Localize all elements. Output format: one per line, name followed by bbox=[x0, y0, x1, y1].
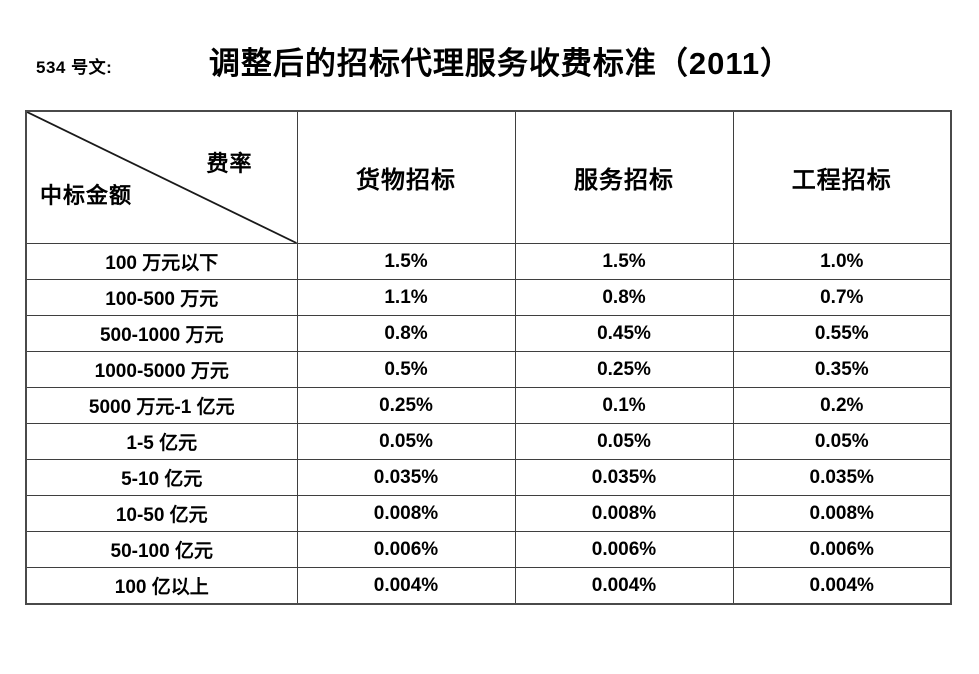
fee-cell: 0.7% bbox=[732, 279, 952, 316]
fee-cell: 1.0% bbox=[732, 243, 952, 280]
fee-cell: 0.006% bbox=[514, 531, 734, 568]
fee-cell: 0.5% bbox=[296, 351, 516, 388]
fee-cell: 1.5% bbox=[296, 243, 516, 280]
table-row: 100-500 万元 1.1% 0.8% 0.7% bbox=[25, 279, 952, 316]
table-row: 100 万元以下 1.5% 1.5% 1.0% bbox=[25, 243, 952, 280]
fee-cell: 0.004% bbox=[514, 567, 734, 605]
fee-cell: 0.8% bbox=[514, 279, 734, 316]
table-row: 1000-5000 万元 0.5% 0.25% 0.35% bbox=[25, 351, 952, 388]
table-row: 50-100 亿元 0.006% 0.006% 0.006% bbox=[25, 531, 952, 568]
diagonal-divider-line bbox=[27, 112, 296, 243]
fee-cell: 0.05% bbox=[732, 423, 952, 460]
fee-cell: 0.008% bbox=[514, 495, 734, 532]
fee-cell: 0.004% bbox=[296, 567, 516, 605]
fee-cell: 0.006% bbox=[296, 531, 516, 568]
row-label: 100 万元以下 bbox=[25, 243, 298, 280]
fee-cell: 0.2% bbox=[732, 387, 952, 424]
fee-cell: 0.008% bbox=[732, 495, 952, 532]
row-label: 10-50 亿元 bbox=[25, 495, 298, 532]
row-label: 100-500 万元 bbox=[25, 279, 298, 316]
doc-number-label: 534 号文: bbox=[36, 58, 113, 77]
row-label: 5000 万元-1 亿元 bbox=[25, 387, 298, 424]
table-row: 1-5 亿元 0.05% 0.05% 0.05% bbox=[25, 423, 952, 460]
fee-cell: 0.45% bbox=[514, 315, 734, 352]
fee-cell: 0.05% bbox=[296, 423, 516, 460]
fee-cell: 0.1% bbox=[514, 387, 734, 424]
column-header-goods-bidding: 货物招标 bbox=[296, 110, 516, 244]
fee-cell: 1.1% bbox=[296, 279, 516, 316]
row-label: 500-1000 万元 bbox=[25, 315, 298, 352]
fee-cell: 0.008% bbox=[296, 495, 516, 532]
row-label: 1-5 亿元 bbox=[25, 423, 298, 460]
row-label: 5-10 亿元 bbox=[25, 459, 298, 496]
column-header-engineering-bidding: 工程招标 bbox=[732, 110, 952, 244]
fee-cell: 1.5% bbox=[514, 243, 734, 280]
corner-header-cell: 费率 中标金额 bbox=[25, 110, 298, 244]
table-row: 5000 万元-1 亿元 0.25% 0.1% 0.2% bbox=[25, 387, 952, 424]
fee-cell: 0.004% bbox=[732, 567, 952, 605]
fee-standard-table: 费率 中标金额 货物招标 服务招标 工程招标 100 万元以下 1.5% 1.5… bbox=[25, 110, 952, 605]
corner-label-bid-amount: 中标金额 bbox=[40, 183, 133, 208]
fee-cell: 0.05% bbox=[514, 423, 734, 460]
corner-label-rate: 费率 bbox=[206, 151, 253, 176]
fee-cell: 0.25% bbox=[514, 351, 734, 388]
table-row: 10-50 亿元 0.008% 0.008% 0.008% bbox=[25, 495, 952, 532]
page-title: 调整后的招标代理服务收费标准（2011） bbox=[208, 46, 793, 81]
column-header-service-bidding: 服务招标 bbox=[514, 110, 734, 244]
row-label: 100 亿以上 bbox=[25, 567, 298, 605]
fee-cell: 0.8% bbox=[296, 315, 516, 352]
table-row: 100 亿以上 0.004% 0.004% 0.004% bbox=[25, 567, 952, 605]
table-row: 5-10 亿元 0.035% 0.035% 0.035% bbox=[25, 459, 952, 496]
header-row: 费率 中标金额 货物招标 服务招标 工程招标 bbox=[25, 110, 952, 244]
fee-cell: 0.25% bbox=[296, 387, 516, 424]
fee-cell: 0.55% bbox=[732, 315, 952, 352]
table-row: 500-1000 万元 0.8% 0.45% 0.55% bbox=[25, 315, 952, 352]
fee-cell: 0.035% bbox=[514, 459, 734, 496]
fee-cell: 0.006% bbox=[732, 531, 952, 568]
fee-cell: 0.35% bbox=[732, 351, 952, 388]
fee-cell: 0.035% bbox=[296, 459, 516, 496]
row-label: 1000-5000 万元 bbox=[25, 351, 298, 388]
row-label: 50-100 亿元 bbox=[25, 531, 298, 568]
fee-cell: 0.035% bbox=[732, 459, 952, 496]
